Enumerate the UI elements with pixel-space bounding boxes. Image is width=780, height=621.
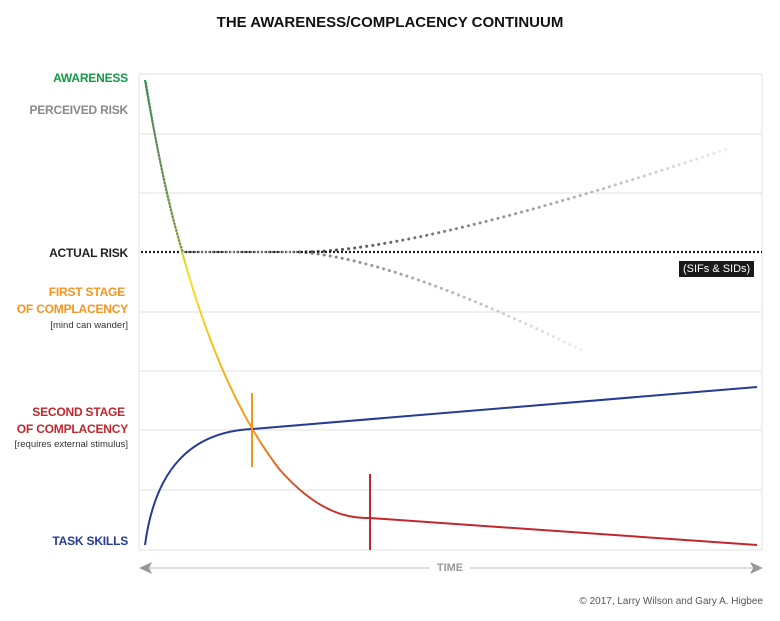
- sifs-sids-annotation: (SIFs & SIDs): [679, 261, 755, 277]
- diagram-title: THE AWARENESS/COMPLACENCY CONTINUUM: [216, 14, 564, 31]
- label-awareness: AWARENESS: [53, 71, 128, 85]
- perceived-risk-up-curve: [298, 146, 732, 254]
- label-perceived-risk: PERCEIVED RISK: [29, 103, 128, 117]
- label-actual-risk: ACTUAL RISK: [49, 246, 128, 260]
- label-task-skills: TASK SKILLS: [52, 534, 128, 548]
- task-skills-curve: [144, 386, 758, 546]
- perceived-risk-down-curve: [298, 250, 587, 354]
- label-first-stage-note: [mind can wander]: [50, 320, 128, 331]
- label-first-stage-line2: OF COMPLACENCY: [16, 302, 128, 316]
- label-first-stage-line1: FIRST STAGE: [48, 285, 125, 299]
- perceived-risk-curve: [145, 81, 300, 253]
- grid: [138, 73, 763, 551]
- label-second-stage-line1: SECOND STAGE: [32, 405, 125, 419]
- label-second-stage-note: [requires external stimulus]: [14, 439, 128, 450]
- label-second-stage-line2: OF COMPLACENCY: [16, 422, 128, 436]
- copyright: © 2017, Larry Wilson and Gary A. Higbee: [579, 596, 763, 607]
- x-axis-label: TIME: [430, 562, 470, 574]
